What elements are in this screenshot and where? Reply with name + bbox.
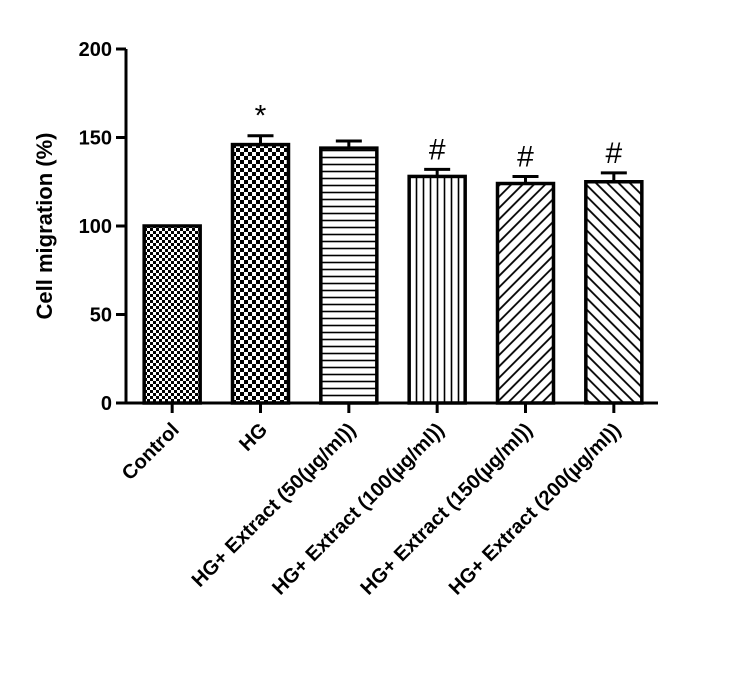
annotations: * # # # [255,100,623,174]
bar [230,142,291,405]
significance-annotation: # [517,140,534,173]
error-bars [247,134,627,184]
bar [584,180,644,405]
x-tick-label: HG+ Extract (150(µg/ml)) [357,419,538,600]
significance-annotation: * [255,100,267,133]
bar [495,181,556,405]
y-tick-label: 0 [101,393,112,415]
bar [407,174,467,405]
bar [142,224,202,405]
y-axis-label: Cell migration (%) [32,132,57,319]
significance-annotation: # [429,133,446,166]
bars [142,142,644,405]
y-tick-label: 50 [90,305,112,327]
bar [319,146,379,405]
y-axis-ticks: 0 50 100 150 200 [79,39,126,415]
x-tick-label: Control [118,419,184,485]
significance-annotation: # [605,137,622,170]
y-tick-label: 200 [79,39,112,61]
y-tick-label: 150 [79,128,112,150]
y-tick-label: 100 [79,216,112,238]
x-tick-label: HG+ Extract (100(µg/ml)) [268,419,449,600]
x-tick-label: HG+ Extract (200(µg/ml)) [445,419,626,600]
x-tick-label: HG [235,419,272,456]
x-tick-label: HG+ Extract (50(µg/ml)) [188,419,361,592]
